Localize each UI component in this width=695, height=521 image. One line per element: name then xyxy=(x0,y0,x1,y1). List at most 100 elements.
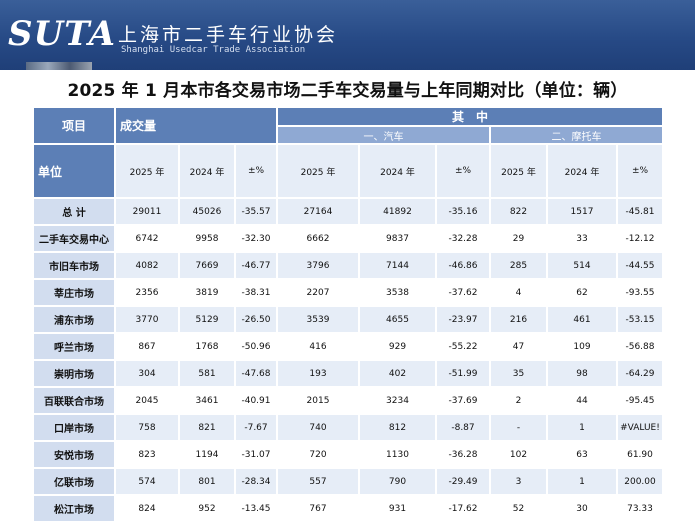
table-cell: 929 xyxy=(360,334,435,359)
table-cell: 801 xyxy=(180,469,234,494)
corner-header-bottom: 单位 xyxy=(34,145,114,197)
table-cell: 1 xyxy=(548,415,616,440)
table-cell: 3461 xyxy=(180,388,234,413)
table-cell: -26.50 xyxy=(236,307,276,332)
table-cell: 7144 xyxy=(360,253,435,278)
table-cell: -40.91 xyxy=(236,388,276,413)
table-cell: 44 xyxy=(548,388,616,413)
table-cell: -46.86 xyxy=(437,253,489,278)
table-cell: 740 xyxy=(278,415,358,440)
row-label: 总 计 xyxy=(34,199,114,224)
row-label: 百联联合市场 xyxy=(34,388,114,413)
association-name-en: Shanghai Usedcar Trade Association xyxy=(121,45,306,55)
table-cell: 102 xyxy=(491,442,546,467)
year-header: 2024 年 xyxy=(360,145,435,197)
table-cell: 2356 xyxy=(116,280,178,305)
table-cell: 285 xyxy=(491,253,546,278)
table-cell: 109 xyxy=(548,334,616,359)
table-cell: -56.88 xyxy=(618,334,662,359)
table-cell: 581 xyxy=(180,361,234,386)
table-cell: 790 xyxy=(360,469,435,494)
table-cell: 29 xyxy=(491,226,546,251)
table-cell: -35.57 xyxy=(236,199,276,224)
table-cell: 3796 xyxy=(278,253,358,278)
table-cell: 574 xyxy=(116,469,178,494)
table-cell: 952 xyxy=(180,496,234,521)
table-cell: 867 xyxy=(116,334,178,359)
table-cell: 200.00 xyxy=(618,469,662,494)
row-label: 呼兰市场 xyxy=(34,334,114,359)
table-cell: -28.34 xyxy=(236,469,276,494)
header-photo xyxy=(26,62,92,70)
table-row: 莘庄市场 2356 3819 -38.31 2207 3538 -37.62 4 62 -93.5… xyxy=(34,280,662,305)
year-header: 2025 年 xyxy=(116,145,178,197)
table-cell: 931 xyxy=(360,496,435,521)
table-cell: 6742 xyxy=(116,226,178,251)
table-row: 崇明市场 304 581 -47.68 193 402 -51.99 35 98 -64.29 xyxy=(34,361,662,386)
row-label: 安悦市场 xyxy=(34,442,114,467)
row-label: 崇明市场 xyxy=(34,361,114,386)
row-label: 浦东市场 xyxy=(34,307,114,332)
table-row: 百联联合市场 2045 3461 -40.91 2015 3234 -37.69 2 44 -95… xyxy=(34,388,662,413)
table-cell: 45026 xyxy=(180,199,234,224)
table-cell: 812 xyxy=(360,415,435,440)
volume-group-header: 成交量 xyxy=(116,108,276,143)
table-cell: 29011 xyxy=(116,199,178,224)
table-row: 浦东市场 3770 5129 -26.50 3539 4655 -23.97 216 461 -5… xyxy=(34,307,662,332)
table-row: 总 计 29011 45026 -35.57 27164 41892 -35.16 822 15… xyxy=(34,199,662,224)
table-cell: -23.97 xyxy=(437,307,489,332)
table-row: 呼兰市场 867 1768 -50.96 416 929 -55.22 47 109 -56.88 xyxy=(34,334,662,359)
table-cell: 47 xyxy=(491,334,546,359)
table-cell: -45.81 xyxy=(618,199,662,224)
table-cell: 3539 xyxy=(278,307,358,332)
table-cell: 758 xyxy=(116,415,178,440)
row-label: 口岸市场 xyxy=(34,415,114,440)
table-cell: -44.55 xyxy=(618,253,662,278)
table-cell: 1768 xyxy=(180,334,234,359)
row-label: 莘庄市场 xyxy=(34,280,114,305)
table-row: 口岸市场 758 821 -7.67 740 812 -8.87-1 #VALUE! xyxy=(34,415,662,440)
table-cell: -37.69 xyxy=(437,388,489,413)
transaction-table: 项目 成交量 其 中 一、汽车 二、摩托车 单位 2025 年 2024 年 ±… xyxy=(32,106,664,521)
table-cell: 822 xyxy=(491,199,546,224)
table-cell: -93.55 xyxy=(618,280,662,305)
table-cell: - xyxy=(491,415,546,440)
of-which-header: 其 中 xyxy=(278,108,662,125)
table-row: 二手车交易中心 6742 9958 -32.30 6662 9837 -32.28 29 33-… xyxy=(34,226,662,251)
table-cell: -46.77 xyxy=(236,253,276,278)
table-cell: -38.31 xyxy=(236,280,276,305)
table-cell: 1194 xyxy=(180,442,234,467)
year-header: 2024 年 xyxy=(180,145,234,197)
table-cell: -32.30 xyxy=(236,226,276,251)
table-cell: 514 xyxy=(548,253,616,278)
table-cell: 767 xyxy=(278,496,358,521)
change-header: ±% xyxy=(236,145,276,197)
table-cell: -37.62 xyxy=(437,280,489,305)
table-cell: 62 xyxy=(548,280,616,305)
row-label: 亿联市场 xyxy=(34,469,114,494)
year-header: 2025 年 xyxy=(278,145,358,197)
table-cell: 720 xyxy=(278,442,358,467)
table-cell: 402 xyxy=(360,361,435,386)
table-row: 市旧车市场 4082 7669 -46.77 3796 7144 -46.86 285 514-… xyxy=(34,253,662,278)
table-cell: -36.28 xyxy=(437,442,489,467)
suta-logo: SUTA xyxy=(8,14,117,54)
table-cell: 2015 xyxy=(278,388,358,413)
page-title: 2025 年 1 月本市各交易市场二手车交易量与上年同期对比（单位：辆） xyxy=(67,81,628,101)
table-cell: 216 xyxy=(491,307,546,332)
table-cell: 41892 xyxy=(360,199,435,224)
table-cell: #VALUE! xyxy=(618,415,662,440)
table-cell: -51.99 xyxy=(437,361,489,386)
table-row: 亿联市场 574 801 -28.34 557 790 -29.49 3 1 200.00 xyxy=(34,469,662,494)
table-cell: 52 xyxy=(491,496,546,521)
table-cell: -35.16 xyxy=(437,199,489,224)
cars-subheader: 一、汽车 xyxy=(278,127,489,143)
table-cell: -64.29 xyxy=(618,361,662,386)
table-cell: -47.68 xyxy=(236,361,276,386)
table-cell: -31.07 xyxy=(236,442,276,467)
year-header: 2024 年 xyxy=(548,145,616,197)
table-cell: -13.45 xyxy=(236,496,276,521)
row-label: 松江市场 xyxy=(34,496,114,521)
row-label: 市旧车市场 xyxy=(34,253,114,278)
table-cell: 5129 xyxy=(180,307,234,332)
